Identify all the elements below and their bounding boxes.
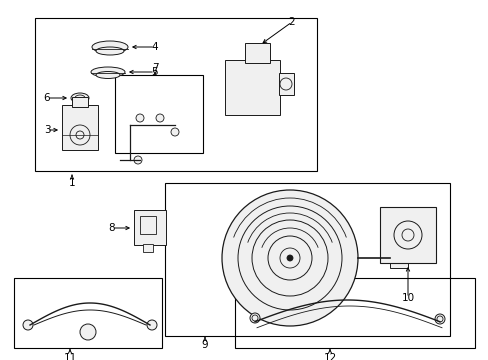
Circle shape — [147, 320, 157, 330]
Circle shape — [251, 315, 258, 321]
Circle shape — [70, 125, 90, 145]
Bar — [62, 105, 98, 150]
Text: 11: 11 — [63, 353, 77, 360]
Bar — [244, 43, 269, 63]
Bar — [235, 278, 474, 348]
Circle shape — [222, 190, 357, 326]
Circle shape — [286, 255, 292, 261]
Text: 6: 6 — [43, 93, 50, 103]
Circle shape — [401, 229, 413, 241]
Circle shape — [267, 236, 311, 280]
Circle shape — [76, 131, 84, 139]
Text: 10: 10 — [401, 293, 414, 303]
Ellipse shape — [75, 95, 85, 101]
Text: 4: 4 — [151, 42, 158, 52]
Bar — [14, 278, 162, 348]
Circle shape — [171, 128, 179, 136]
Ellipse shape — [91, 67, 125, 77]
Ellipse shape — [92, 41, 128, 53]
Bar — [389, 248, 407, 268]
Circle shape — [251, 220, 327, 296]
Text: 3: 3 — [43, 125, 50, 135]
Circle shape — [238, 206, 341, 310]
Bar — [224, 60, 280, 115]
Bar — [115, 75, 203, 153]
Text: 8: 8 — [108, 223, 115, 233]
Circle shape — [134, 156, 142, 164]
Circle shape — [136, 114, 143, 122]
Circle shape — [280, 248, 299, 268]
Circle shape — [156, 114, 163, 122]
Text: 5: 5 — [151, 67, 158, 77]
Circle shape — [280, 78, 291, 90]
Bar — [134, 210, 165, 245]
Ellipse shape — [71, 93, 89, 103]
Text: 9: 9 — [201, 340, 208, 350]
Circle shape — [80, 324, 96, 340]
Bar — [140, 216, 156, 234]
Text: 7: 7 — [151, 63, 158, 73]
Text: 2: 2 — [288, 17, 295, 27]
Ellipse shape — [96, 47, 124, 55]
Circle shape — [249, 313, 260, 323]
Circle shape — [23, 320, 33, 330]
Bar — [142, 244, 153, 252]
Circle shape — [436, 316, 442, 322]
Bar — [72, 97, 88, 107]
Bar — [279, 73, 293, 95]
Bar — [164, 183, 449, 336]
Text: 12: 12 — [323, 353, 336, 360]
Bar — [35, 18, 316, 171]
Circle shape — [393, 221, 421, 249]
Circle shape — [434, 314, 444, 324]
Bar — [379, 207, 435, 263]
Ellipse shape — [96, 72, 120, 78]
Text: 1: 1 — [68, 178, 75, 188]
